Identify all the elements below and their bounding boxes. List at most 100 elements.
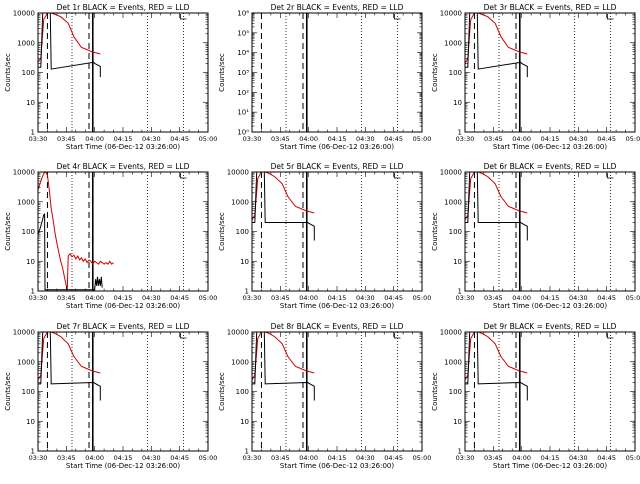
x-tick-label: 04:00 bbox=[299, 294, 318, 302]
x-tick-label: 03:30 bbox=[243, 135, 262, 143]
x-tick-label: 03:30 bbox=[456, 135, 475, 143]
x-tick-label: 03:45 bbox=[57, 135, 76, 143]
panel-data-group bbox=[38, 332, 101, 401]
panel-data-group bbox=[252, 332, 315, 401]
y-tick-label: 10000 bbox=[440, 10, 462, 18]
plot-frame bbox=[464, 331, 636, 452]
x-tick-label: 04:30 bbox=[142, 454, 161, 462]
x-tick-label: 04:45 bbox=[170, 135, 189, 143]
detector-panel: Det 9r BLACK = Events, RED = LLD 1 10 100 10… bbox=[431, 322, 640, 470]
y-tick-label: 1000 bbox=[17, 39, 35, 47]
events-series-line bbox=[38, 213, 103, 291]
y-tick-label: 1 bbox=[458, 448, 462, 456]
time-bracket-mark bbox=[180, 333, 187, 339]
y-tick-label: 1000 bbox=[231, 358, 249, 366]
panel-data-group bbox=[252, 172, 315, 241]
lld-series-line bbox=[465, 172, 528, 220]
y-tick-label: 10⁴ bbox=[237, 49, 249, 57]
events-series-line bbox=[465, 172, 528, 241]
x-tick-label: 05:00 bbox=[626, 454, 640, 462]
plot-frame bbox=[37, 331, 209, 452]
x-tick-label: 05:00 bbox=[199, 294, 218, 302]
x-tick-label: 04:30 bbox=[569, 294, 588, 302]
y-tick-label: 1000 bbox=[231, 198, 249, 206]
y-tick-label: 100 bbox=[22, 388, 35, 396]
y-tick-label: 10000 bbox=[227, 329, 249, 337]
x-axis-label: Start Time (06-Dec-12 03:26:00) bbox=[66, 302, 180, 310]
panel-data-group bbox=[38, 13, 101, 78]
lld-series-line bbox=[38, 332, 101, 380]
y-tick-label: 1 bbox=[245, 288, 249, 296]
y-tick-label: 10 bbox=[453, 418, 462, 426]
plot-frame bbox=[464, 171, 636, 292]
detector-panel: Det 5r BLACK = Events, RED = LLD 1 10 100 10… bbox=[218, 162, 431, 310]
y-tick-label: 10 bbox=[453, 258, 462, 266]
panel-title: Det 2r BLACK = Events, RED = LLD bbox=[271, 3, 404, 12]
x-tick-label: 04:45 bbox=[597, 135, 616, 143]
y-tick-label: 10 bbox=[26, 258, 35, 266]
x-tick-label: 04:15 bbox=[114, 135, 133, 143]
y-tick-label: 10000 bbox=[227, 169, 249, 177]
panel-data-group bbox=[465, 332, 528, 401]
events-series-line bbox=[252, 332, 315, 401]
time-bracket-mark bbox=[180, 173, 187, 179]
x-tick-label: 04:15 bbox=[328, 135, 347, 143]
x-tick-label: 03:45 bbox=[484, 294, 503, 302]
x-tick-label: 03:45 bbox=[271, 294, 290, 302]
y-tick-label: 100 bbox=[236, 388, 249, 396]
detector-panel: Det 3r BLACK = Events, RED = LLD 1 10 100 10… bbox=[431, 3, 640, 151]
x-tick-label: 04:30 bbox=[142, 294, 161, 302]
x-tick-label: 03:45 bbox=[484, 135, 503, 143]
detector-panel: Det 8r BLACK = Events, RED = LLD 1 10 100 10… bbox=[218, 322, 431, 470]
x-tick-label: 05:00 bbox=[199, 135, 218, 143]
x-tick-label: 04:45 bbox=[384, 135, 403, 143]
x-axis-label: Start Time (06-Dec-12 03:26:00) bbox=[66, 143, 180, 151]
panel-data-group bbox=[465, 13, 528, 78]
y-tick-label: 10¹ bbox=[237, 109, 249, 117]
x-axis-label: Start Time (06-Dec-12 03:26:00) bbox=[280, 462, 394, 470]
x-tick-label: 04:30 bbox=[356, 135, 375, 143]
x-tick-label: 05:00 bbox=[199, 454, 218, 462]
events-series-line bbox=[38, 332, 101, 401]
time-bracket-mark bbox=[180, 14, 187, 20]
events-series-line bbox=[465, 332, 528, 401]
x-tick-label: 03:30 bbox=[29, 454, 48, 462]
x-tick-label: 04:00 bbox=[299, 135, 318, 143]
lld-series-line bbox=[38, 13, 101, 63]
panel-data-group bbox=[465, 172, 528, 241]
y-tick-label: 10⁵ bbox=[237, 29, 249, 37]
events-series-line bbox=[252, 172, 315, 241]
y-axis-label: Counts/sec bbox=[431, 372, 439, 411]
panel-title: Det 3r BLACK = Events, RED = LLD bbox=[484, 3, 617, 12]
panel-title: Det 5r BLACK = Events, RED = LLD bbox=[271, 162, 404, 171]
x-tick-label: 04:15 bbox=[114, 294, 133, 302]
x-tick-label: 03:30 bbox=[456, 294, 475, 302]
panel-title: Det 7r BLACK = Events, RED = LLD bbox=[57, 322, 190, 331]
y-tick-label: 100 bbox=[449, 69, 462, 77]
lld-series-line bbox=[38, 172, 114, 290]
y-tick-label: 100 bbox=[22, 69, 35, 77]
plot-frame bbox=[464, 12, 636, 133]
time-bracket-mark bbox=[394, 173, 401, 179]
x-tick-label: 05:00 bbox=[413, 294, 432, 302]
y-tick-label: 10⁶ bbox=[237, 10, 249, 18]
y-tick-label: 1 bbox=[458, 288, 462, 296]
plot-frame bbox=[251, 171, 423, 292]
x-tick-label: 04:45 bbox=[597, 294, 616, 302]
time-bracket-mark bbox=[394, 14, 401, 20]
y-tick-label: 1 bbox=[31, 129, 35, 137]
x-tick-label: 04:30 bbox=[569, 454, 588, 462]
lld-series-line bbox=[252, 172, 315, 220]
x-tick-label: 04:30 bbox=[569, 135, 588, 143]
y-axis-label: Counts/sec bbox=[4, 212, 12, 251]
x-axis-label: Start Time (06-Dec-12 03:26:00) bbox=[493, 302, 607, 310]
y-axis-label: Counts/sec bbox=[218, 212, 226, 251]
lld-series-line bbox=[252, 332, 315, 380]
x-tick-label: 04:30 bbox=[356, 454, 375, 462]
x-tick-label: 04:00 bbox=[85, 135, 104, 143]
y-tick-label: 100 bbox=[449, 228, 462, 236]
y-tick-label: 10000 bbox=[13, 10, 35, 18]
x-tick-label: 05:00 bbox=[626, 135, 640, 143]
